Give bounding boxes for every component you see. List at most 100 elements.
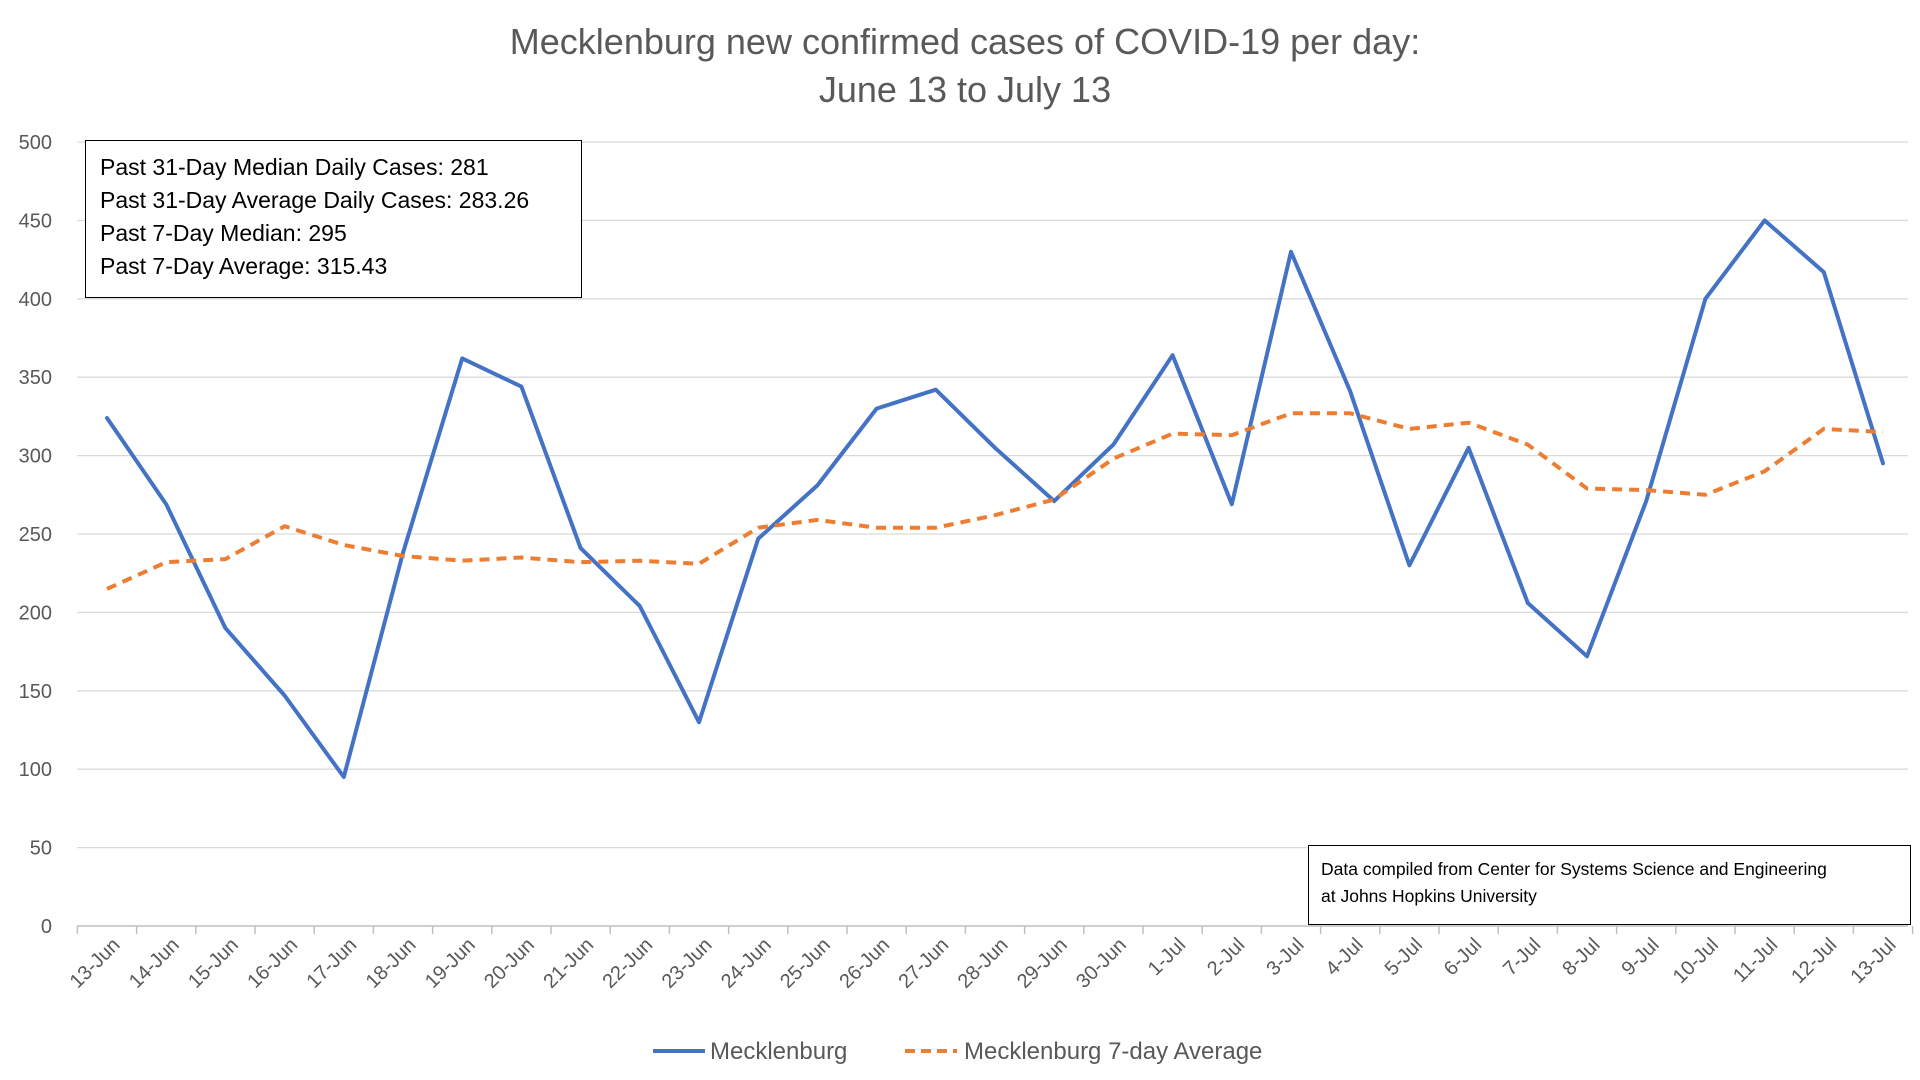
point-7-day-average-29 bbox=[1822, 427, 1826, 431]
point-7-day-average-15 bbox=[993, 513, 997, 517]
point-7-day-average-10 bbox=[697, 562, 701, 566]
point-mecklenburg-18 bbox=[1171, 353, 1175, 357]
point-7-day-average-26 bbox=[1644, 488, 1648, 492]
x-tick-label: 10-Jul bbox=[1669, 934, 1723, 988]
point-7-day-average-14 bbox=[934, 526, 938, 530]
point-7-day-average-22 bbox=[1407, 427, 1411, 431]
point-mecklenburg-1 bbox=[164, 502, 168, 506]
point-7-day-average-8 bbox=[579, 560, 583, 564]
point-7-day-average-3 bbox=[283, 524, 287, 528]
source-line-1: Data compiled from Center for Systems Sc… bbox=[1321, 859, 1827, 879]
x-tick-label: 13-Jun bbox=[66, 934, 125, 993]
point-mecklenburg-0 bbox=[105, 416, 109, 420]
legend: Mecklenburg Mecklenburg 7-day Average bbox=[653, 1038, 1262, 1065]
y-tick-label: 500 bbox=[19, 132, 52, 154]
y-tick-label: 350 bbox=[19, 367, 52, 389]
point-7-day-average-7 bbox=[519, 556, 523, 560]
y-tick-label: 250 bbox=[19, 524, 52, 546]
x-tick-label: 12-Jul bbox=[1787, 934, 1841, 988]
point-mecklenburg-27 bbox=[1703, 297, 1707, 301]
point-7-day-average-9 bbox=[638, 559, 642, 563]
x-tick-label: 1-Jul bbox=[1144, 934, 1190, 980]
point-7-day-average-0 bbox=[105, 587, 109, 591]
point-7-day-average-27 bbox=[1703, 493, 1707, 497]
x-tick-label: 23-Jun bbox=[658, 934, 717, 993]
point-mecklenburg-2 bbox=[223, 626, 227, 630]
x-tick-label: 3-Jul bbox=[1262, 934, 1308, 980]
y-tick-label: 0 bbox=[41, 916, 52, 938]
point-mecklenburg-30 bbox=[1881, 461, 1885, 465]
y-tick-label: 200 bbox=[19, 602, 52, 624]
x-tick-label: 25-Jun bbox=[776, 934, 835, 993]
source-line-2: at Johns Hopkins University bbox=[1321, 886, 1537, 906]
point-7-day-average-11 bbox=[756, 526, 760, 530]
x-tick-label: 6-Jul bbox=[1440, 934, 1486, 980]
y-tick-label: 450 bbox=[19, 210, 52, 232]
chart-title-line-1: Mecklenburg new confirmed cases of COVID… bbox=[510, 21, 1420, 62]
point-mecklenburg-21 bbox=[1348, 389, 1352, 393]
point-mecklenburg-14 bbox=[934, 388, 938, 392]
x-tick-label: 24-Jun bbox=[717, 934, 776, 993]
point-7-day-average-21 bbox=[1348, 411, 1352, 415]
x-tick-label: 19-Jun bbox=[421, 934, 480, 993]
point-mecklenburg-3 bbox=[283, 694, 287, 698]
y-tick-label: 150 bbox=[19, 681, 52, 703]
point-7-day-average-5 bbox=[401, 554, 405, 558]
point-7-day-average-23 bbox=[1467, 421, 1471, 425]
stats-annotation-box: Past 31-Day Median Daily Cases: 281 Past… bbox=[85, 140, 582, 298]
x-tick-label: 28-Jun bbox=[954, 934, 1013, 993]
point-7-day-average-2 bbox=[223, 557, 227, 561]
stat-31-day-median: Past 31-Day Median Daily Cases: 281 bbox=[100, 154, 489, 180]
x-tick-label: 8-Jul bbox=[1558, 934, 1604, 980]
point-mecklenburg-4 bbox=[342, 775, 346, 779]
x-tick-label: 22-Jun bbox=[599, 934, 658, 993]
x-tick-label: 7-Jul bbox=[1499, 934, 1545, 980]
point-7-day-average-1 bbox=[164, 560, 168, 564]
point-mecklenburg-29 bbox=[1822, 270, 1826, 274]
stat-7-day-average: Past 7-Day Average: 315.43 bbox=[100, 253, 388, 279]
point-mecklenburg-8 bbox=[579, 546, 583, 550]
stat-31-day-average: Past 31-Day Average Daily Cases: 283.26 bbox=[100, 187, 530, 213]
series-line-7-day-average bbox=[106, 411, 1884, 591]
x-tick-label: 4-Jul bbox=[1322, 934, 1368, 980]
stat-7-day-median: Past 7-Day Median: 295 bbox=[100, 220, 347, 246]
point-7-day-average-18 bbox=[1171, 432, 1175, 436]
point-mecklenburg-28 bbox=[1763, 218, 1767, 222]
x-tick-label: 26-Jun bbox=[835, 934, 894, 993]
legend-label-7-day-average: Mecklenburg 7-day Average bbox=[964, 1038, 1262, 1065]
chart-title: Mecklenburg new confirmed cases of COVID… bbox=[510, 21, 1420, 110]
y-tick-label: 300 bbox=[19, 446, 52, 468]
y-tick-label: 100 bbox=[19, 759, 52, 781]
x-tick-label: 18-Jun bbox=[362, 934, 421, 993]
point-mecklenburg-13 bbox=[875, 407, 879, 411]
point-7-day-average-25 bbox=[1585, 487, 1589, 491]
x-tick-label: 20-Jun bbox=[480, 934, 539, 993]
point-mecklenburg-25 bbox=[1585, 654, 1589, 658]
x-tick-label: 9-Jul bbox=[1618, 934, 1664, 980]
point-7-day-average-13 bbox=[875, 526, 879, 530]
point-7-day-average-20 bbox=[1289, 411, 1293, 415]
x-tick-label: 29-Jun bbox=[1013, 934, 1072, 993]
x-tick-label: 13-Jul bbox=[1846, 934, 1900, 988]
x-axis: 13-Jun 14-Jun 15-Jun 16-Jun 17-Jun 18-Jun 19-J… bbox=[66, 925, 1914, 993]
y-tick-label: 400 bbox=[19, 289, 52, 311]
x-tick-label: 11-Jul bbox=[1729, 934, 1782, 987]
point-mecklenburg-17 bbox=[1111, 443, 1115, 447]
point-7-day-average-17 bbox=[1111, 457, 1115, 461]
source-annotation-box: Data compiled from Center for Systems Sc… bbox=[1308, 845, 1911, 925]
x-tick-label: 17-Jun bbox=[303, 934, 362, 993]
x-tick-label: 15-Jun bbox=[184, 934, 243, 993]
point-mecklenburg-24 bbox=[1526, 601, 1530, 605]
point-mecklenburg-10 bbox=[697, 720, 701, 724]
series-line-mecklenburg bbox=[105, 218, 1885, 779]
point-7-day-average-30 bbox=[1881, 430, 1885, 434]
y-tick-label: 50 bbox=[30, 838, 52, 860]
point-mecklenburg-20 bbox=[1289, 250, 1293, 254]
point-mecklenburg-11 bbox=[756, 537, 760, 541]
x-tick-label: 21-Jun bbox=[539, 934, 598, 993]
point-mecklenburg-6 bbox=[460, 356, 464, 360]
point-mecklenburg-22 bbox=[1407, 563, 1411, 567]
x-tick-label: 30-Jun bbox=[1072, 934, 1131, 993]
